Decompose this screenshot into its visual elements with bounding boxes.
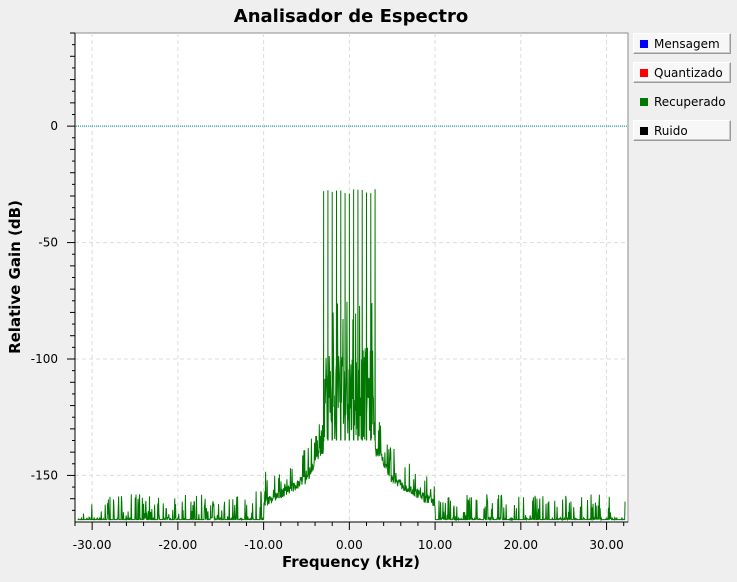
series-recuperado-trace bbox=[77, 189, 626, 522]
y-tick-label-3: -150 bbox=[31, 468, 58, 482]
x-axis: -30.00 -20.00 -10.00 0.00 10.00 20.00 30.00 bbox=[73, 521, 628, 552]
legend-label-recuperado: Recuperado bbox=[654, 94, 726, 109]
y-tick-label-1: -50 bbox=[38, 236, 58, 250]
plot-background bbox=[74, 32, 629, 523]
legend-label-ruido: Ruido bbox=[654, 123, 688, 138]
legend-item-mensagem[interactable]: Mensagem bbox=[633, 33, 731, 54]
x-tick-label-5: 20.00 bbox=[504, 538, 538, 552]
x-tick-label-1: -20.00 bbox=[159, 538, 198, 552]
legend-label-mensagem: Mensagem bbox=[654, 36, 720, 51]
x-axis-label: Frequency (kHz) bbox=[282, 553, 420, 571]
x-tick-label-2: -10.00 bbox=[244, 538, 283, 552]
x-tick-label-0: -30.00 bbox=[73, 538, 112, 552]
legend-swatch-quantizado bbox=[640, 68, 648, 77]
legend: Mensagem Quantizado Recuperado Ruido bbox=[633, 33, 731, 149]
legend-item-quantizado[interactable]: Quantizado bbox=[633, 62, 731, 83]
x-tick-label-4: 10.00 bbox=[418, 538, 452, 552]
legend-item-ruido[interactable]: Ruido bbox=[633, 120, 731, 141]
y-tick-label-2: -100 bbox=[31, 352, 58, 366]
x-tick-label-3: 0.00 bbox=[336, 538, 363, 552]
legend-item-recuperado[interactable]: Recuperado bbox=[633, 91, 731, 112]
y-tick-label-0: 0 bbox=[50, 119, 58, 133]
x-tick-label-6: 30.00 bbox=[589, 538, 623, 552]
legend-swatch-recuperado bbox=[640, 97, 648, 106]
legend-swatch-mensagem bbox=[640, 39, 648, 48]
legend-label-quantizado: Quantizado bbox=[654, 65, 723, 80]
recuperado-line bbox=[77, 189, 626, 522]
legend-swatch-ruido bbox=[640, 126, 648, 135]
chart-title: Analisador de Espectro bbox=[234, 6, 468, 27]
y-axis: 0 -50 -100 -150 bbox=[31, 32, 76, 522]
y-axis-label: Relative Gain (dB) bbox=[6, 200, 24, 354]
